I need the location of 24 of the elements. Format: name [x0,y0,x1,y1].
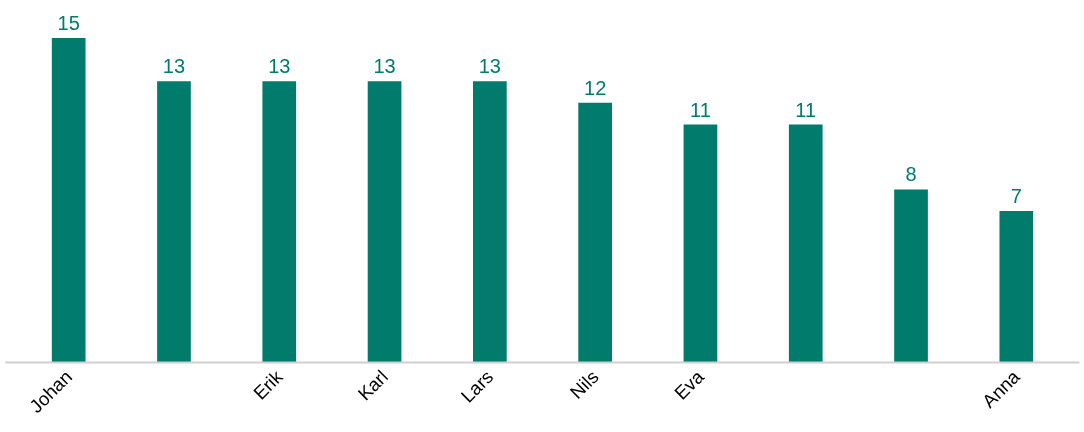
data-label: 13 [268,55,291,78]
bar [788,124,823,363]
bar [367,81,402,363]
x-tick-label: Nils [565,366,603,403]
data-label: 12 [584,76,607,99]
data-label: 13 [162,55,186,78]
data-label: 7 [1010,185,1022,208]
bar [894,189,928,363]
x-tick-label: Erik [249,365,288,404]
x-tick-label: Lars [456,366,498,407]
bar [262,81,297,363]
data-label: 11 [795,98,817,121]
bar [51,37,86,363]
bar [999,211,1034,363]
data-label: 13 [478,55,501,78]
data-label: 13 [373,55,396,78]
bar [473,81,507,363]
data-label: 11 [690,98,711,121]
bar [578,102,612,363]
data-label: 15 [57,11,80,34]
x-tick-label: Eva [670,365,709,404]
bar [157,81,191,363]
bar [683,124,718,363]
data-label: 8 [905,163,917,186]
